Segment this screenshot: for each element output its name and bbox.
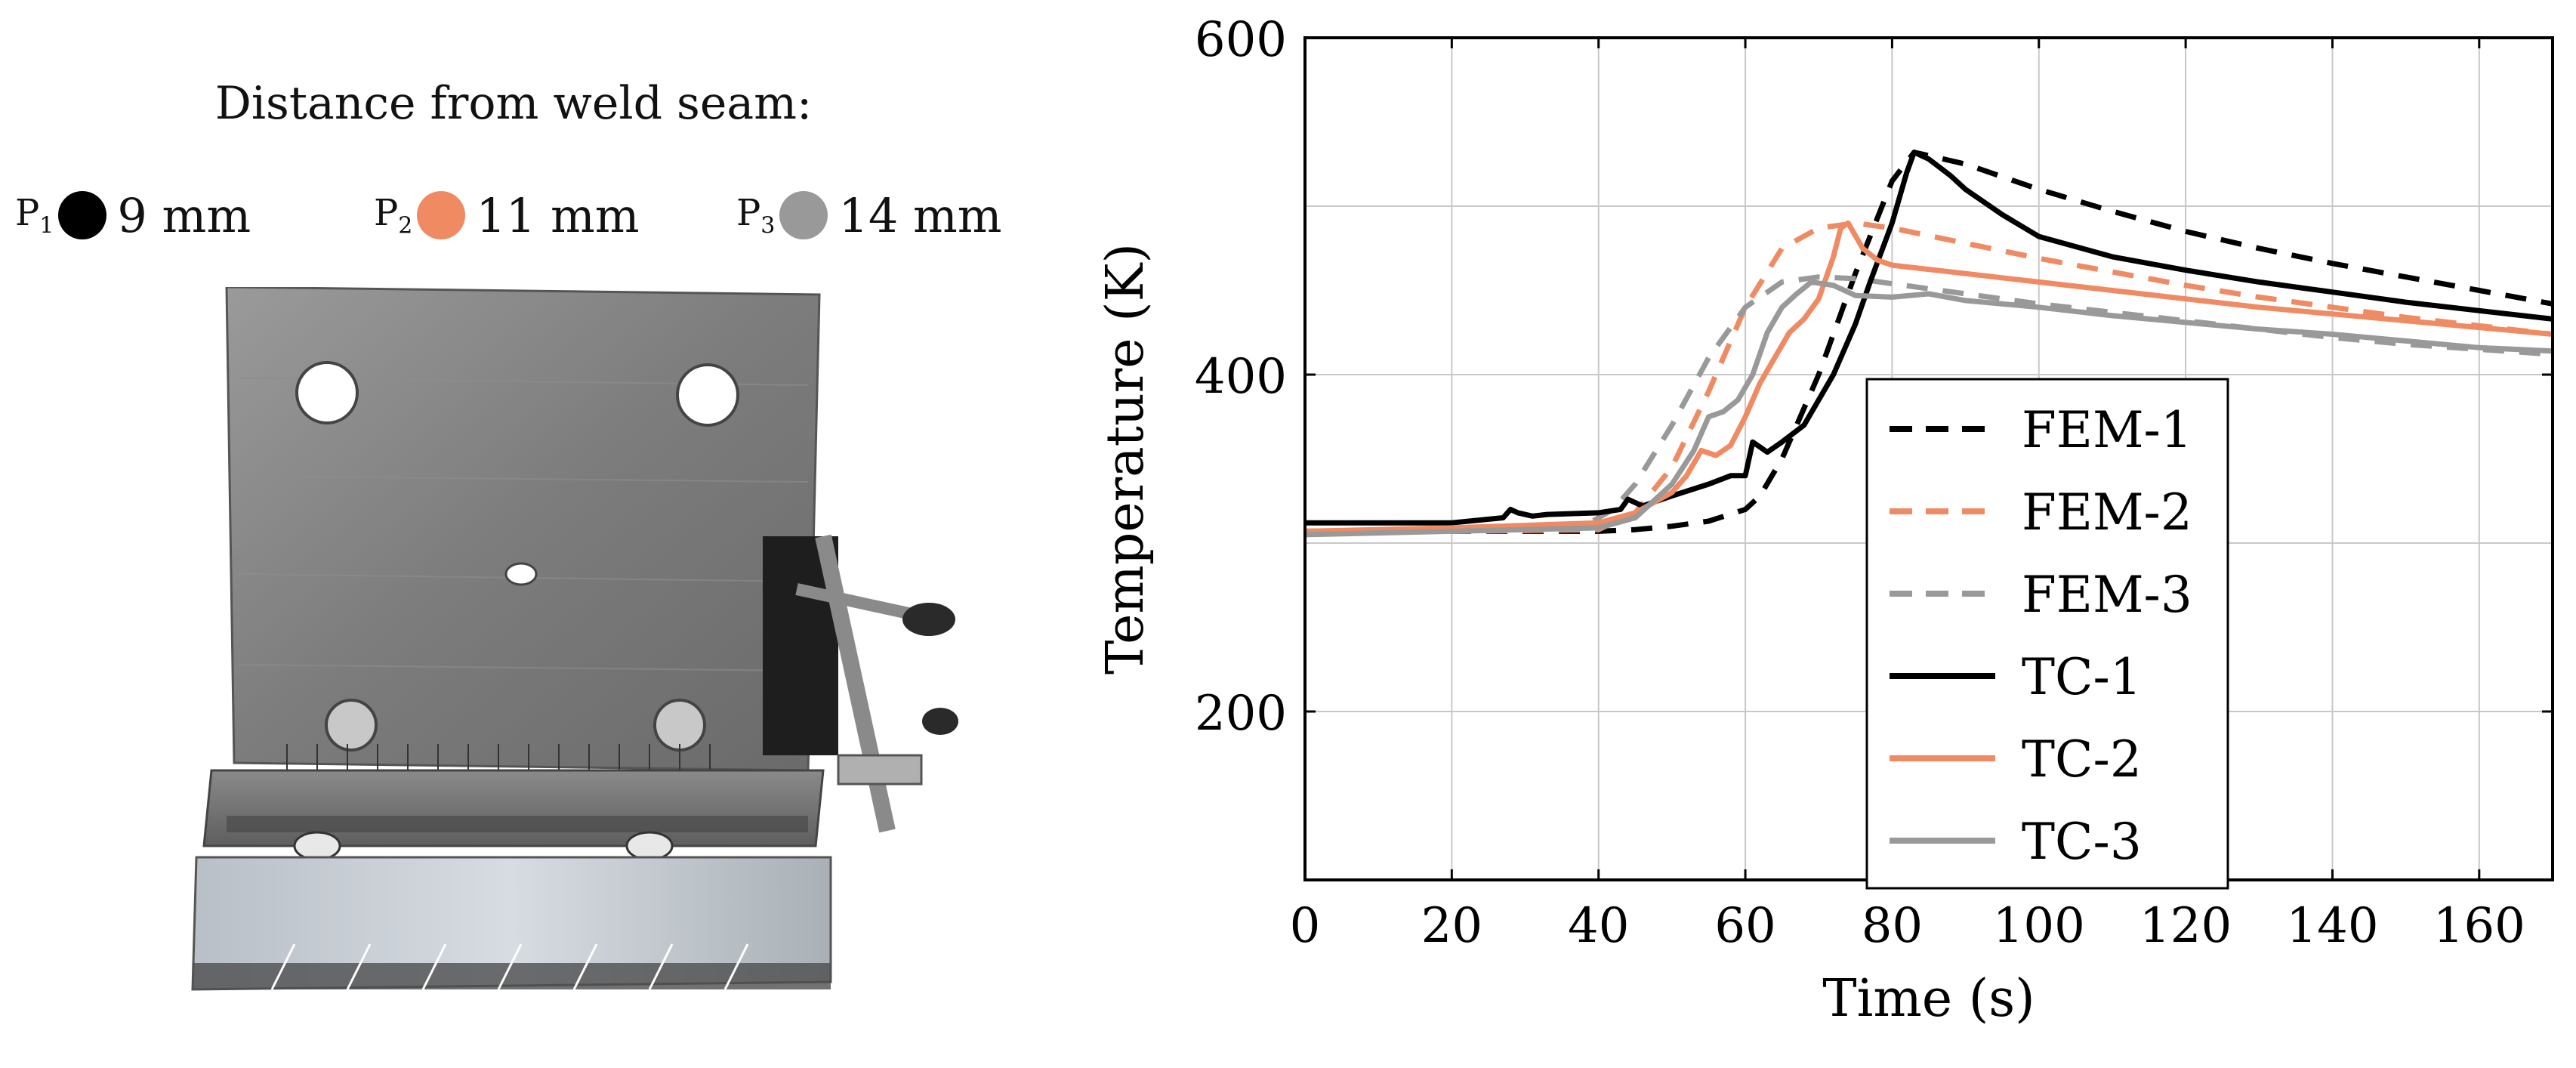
legend-label: TC-2: [2022, 730, 2142, 789]
temperature-chart: 0 20 40 60 80 100 120 140 160 200 400 600 Time (s)…: [1096, 12, 2554, 1029]
x-tick-label: 120: [2139, 898, 2232, 954]
legend-label: FEM-2: [2022, 483, 2192, 542]
series-line-tc-1: [1305, 150, 2553, 526]
x-tick-label: 0: [1290, 898, 1321, 954]
point-legend-p1: P1 9 mm: [15, 185, 251, 245]
series-line-fem-2: [1304, 220, 2553, 536]
point-label: P1: [15, 191, 54, 239]
point-distance: 14 mm: [838, 187, 1002, 243]
series-line-fem-1: [1305, 150, 2553, 534]
x-tick-label: 160: [2433, 898, 2525, 954]
point-distance: 11 mm: [476, 187, 640, 243]
x-tick-label: 20: [1421, 898, 1482, 954]
y-axis-label: Temperature (K): [1096, 243, 1155, 674]
y-tick-labels: 200 400 600: [1195, 12, 1287, 742]
point-dot-p3: [779, 191, 828, 239]
x-tick-label: 140: [2286, 898, 2378, 954]
point-legend-p3: P3 14 mm: [736, 185, 1002, 245]
legend-label: FEM-3: [2022, 566, 2192, 624]
point-label: P2: [374, 191, 413, 239]
point-legend-p2: P2 11 mm: [374, 185, 640, 245]
x-tick-label: 80: [1862, 898, 1923, 954]
x-tick-label: 100: [1993, 898, 2085, 954]
x-tick-labels: 0 20 40 60 80 100 120 140 160: [1290, 898, 2525, 954]
legend-box: [1865, 378, 2229, 890]
x-tick-label: 40: [1568, 898, 1629, 954]
x-axis-label: Time (s): [1822, 969, 2035, 1029]
chart-legend: FEM-1 FEM-2 FEM-3 TC-1 TC-2 TC-3: [1865, 378, 2229, 890]
series-line-tc-3: [1304, 279, 2553, 538]
point-label: P3: [736, 191, 776, 239]
y-tick-label: 200: [1195, 686, 1287, 742]
y-tick-label: 600: [1195, 12, 1287, 68]
series-line-fem-3: [1304, 274, 2553, 536]
legend-label: FEM-1: [2022, 401, 2192, 459]
legend-label: TC-1: [2022, 648, 2142, 706]
point-dot-p1: [58, 191, 107, 239]
legend-title: Distance from weld seam:: [214, 77, 813, 130]
point-distance: 9 mm: [117, 187, 251, 243]
series-layer: [1304, 150, 2553, 538]
weld-specimen-photo: [191, 287, 958, 991]
y-tick-label: 400: [1195, 349, 1287, 405]
left-panel: Distance from weld seam: P1 9 mm P2 11 m…: [0, 0, 1042, 1068]
legend-label: TC-3: [2022, 813, 2142, 871]
point-dot-p2: [417, 191, 466, 239]
x-tick-label: 60: [1714, 898, 1775, 954]
series-line-tc-2: [1304, 220, 2553, 534]
